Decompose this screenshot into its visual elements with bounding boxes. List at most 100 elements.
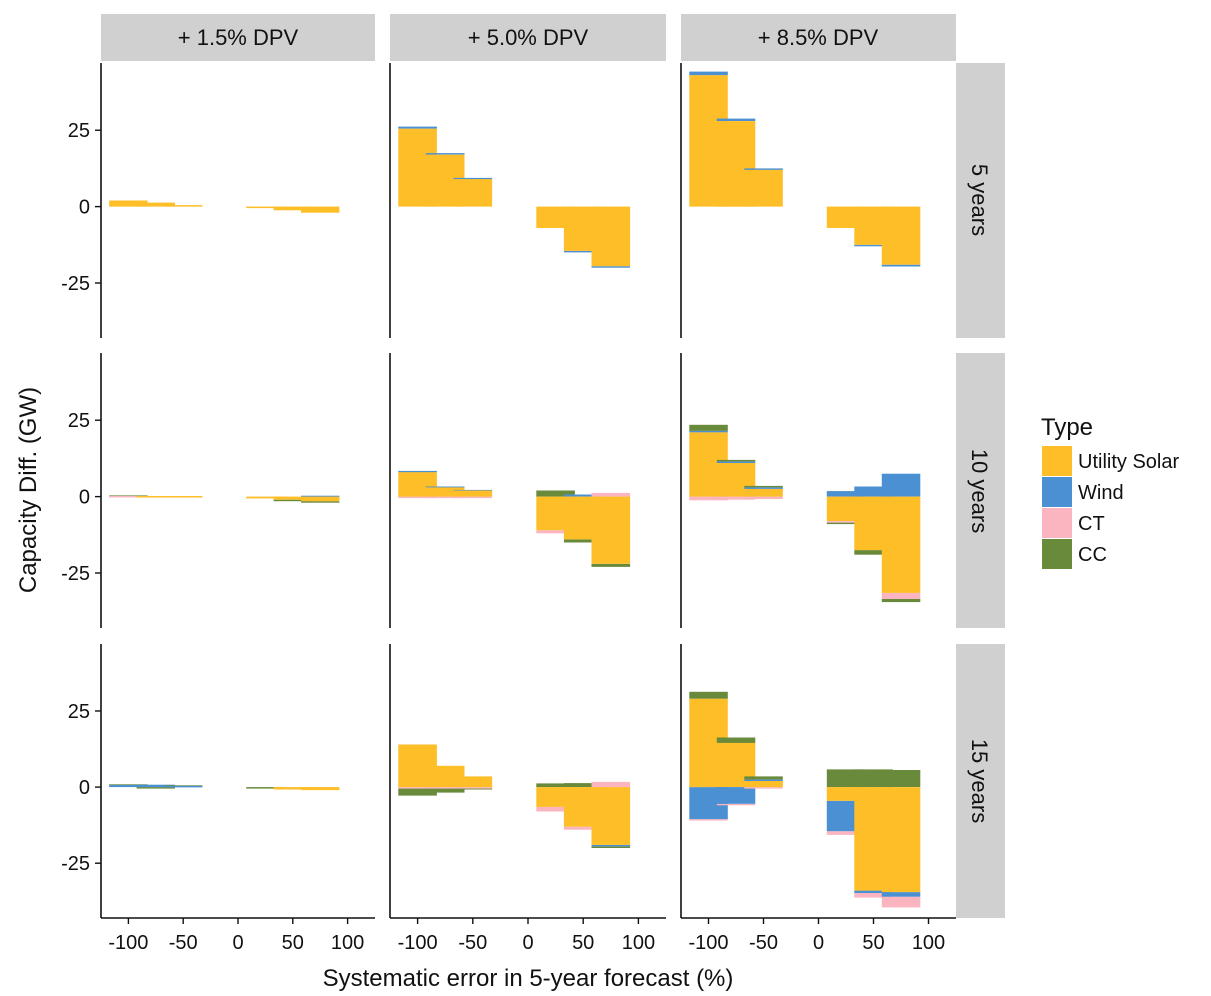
bar-cc [536, 490, 575, 497]
bar-ct [453, 496, 493, 499]
bar-cc [744, 485, 783, 488]
bar-ct [398, 787, 437, 789]
bar-wind [591, 844, 631, 847]
legend-label: CT [1078, 513, 1105, 535]
bar-utility-solar [744, 169, 783, 207]
bar-wind [744, 168, 783, 170]
bar-cc [563, 539, 603, 543]
bar-utility-solar [591, 787, 631, 845]
bar-utility-solar [273, 496, 312, 500]
bar-utility-solar [881, 787, 921, 893]
y-tick-label: 0 [79, 777, 90, 799]
facet-row-strip-2 [956, 353, 1005, 628]
bar-cc [689, 424, 728, 431]
facet-row-strip-1 [956, 63, 1005, 338]
bar-ct [591, 781, 631, 788]
bar-utility-solar [136, 496, 175, 498]
y-tick-label: 25 [68, 410, 90, 432]
bar-ct [744, 496, 783, 499]
bar-utility-solar [591, 206, 631, 267]
bar-wind [854, 244, 893, 247]
bar-cc [591, 846, 631, 848]
bar-ct [425, 496, 465, 499]
bar-wind [744, 779, 783, 781]
bar-wind [854, 890, 893, 893]
facet-row-strips: 5 years 10 years 15 years [956, 63, 1005, 918]
bar-wind [109, 785, 148, 788]
bar-ct [826, 831, 866, 835]
x-tick-label: 100 [622, 932, 655, 954]
bar-ct [744, 787, 783, 789]
bar-cc [826, 522, 866, 525]
bar-ct [689, 496, 728, 501]
bar-wind [689, 430, 728, 433]
legend-title: Type [1041, 414, 1093, 441]
bar-ct [109, 496, 148, 498]
bar-wind [563, 494, 603, 497]
bar-ct [591, 492, 631, 497]
bar-cc [744, 776, 783, 780]
bar-utility-solar [301, 496, 340, 502]
y-tick-label: -25 [61, 563, 90, 585]
bar-cc [398, 788, 437, 796]
bar-utility-solar [425, 487, 465, 497]
facet-row-label-3: 15 years [967, 739, 992, 823]
x-tick-label: 0 [813, 932, 824, 954]
bar-wind [425, 486, 465, 488]
bar-wind [716, 787, 756, 804]
bar-utility-solar [109, 200, 148, 207]
bar-cc [689, 691, 728, 699]
bar-ct [881, 592, 921, 599]
legend-label: Utility Solar [1078, 451, 1179, 473]
bar-wind [881, 473, 921, 497]
bar-cc [273, 499, 312, 502]
bar-ct [689, 819, 728, 821]
bar-wind [164, 785, 203, 788]
bar-utility-solar [881, 496, 921, 593]
y-tick-label: -25 [61, 273, 90, 295]
y-tick-label: -25 [61, 853, 90, 875]
legend-label: CC [1078, 544, 1107, 566]
bar-wind [563, 250, 603, 253]
facet-column-label-3: + 8.5% DPV [758, 25, 879, 50]
bar-cc [563, 783, 603, 788]
bar-utility-solar [453, 490, 493, 497]
x-tick-label: -100 [688, 932, 728, 954]
x-tick-label: -50 [458, 932, 487, 954]
bar-wind [826, 491, 866, 497]
x-tick-label: 0 [522, 932, 533, 954]
bar-wind [591, 266, 631, 268]
bar-wind [453, 177, 493, 180]
bar-utility-solar [136, 202, 175, 207]
y-axis-title: Capacity Diff. (GW) [15, 387, 42, 593]
bar-wind [301, 495, 340, 498]
bar-cc [536, 783, 575, 788]
bar-utility-solar [164, 496, 203, 498]
legend-swatch-wind [1042, 477, 1072, 507]
facet-row-label-2: 10 years [967, 449, 992, 533]
x-tick-label: -100 [108, 932, 148, 954]
x-tick-label: -100 [398, 932, 438, 954]
x-tick-label: -50 [749, 932, 778, 954]
bar-wind [136, 784, 175, 788]
y-tick-label: 0 [79, 197, 90, 219]
legend-label: Wind [1078, 482, 1124, 504]
legend-swatch-utility-solar [1042, 446, 1072, 476]
bar-utility-solar [301, 206, 340, 213]
bar-ct [716, 803, 756, 806]
bar-wind [398, 470, 437, 473]
x-tick-label: 50 [572, 932, 594, 954]
bar-ct [536, 806, 575, 812]
y-tick-label: 0 [79, 487, 90, 509]
bar-ct [826, 521, 866, 523]
facet-column-strips: + 1.5% DPV + 5.0% DPV + 8.5% DPV [101, 14, 956, 61]
bar-ct [854, 893, 893, 898]
bar-wind [425, 153, 465, 155]
bar-utility-solar [591, 496, 631, 564]
x-tick-label: 50 [862, 932, 884, 954]
bar-wind [716, 461, 756, 463]
bar-cc [854, 550, 893, 555]
bar-cc [591, 563, 631, 567]
y-tick-label: 25 [68, 120, 90, 142]
